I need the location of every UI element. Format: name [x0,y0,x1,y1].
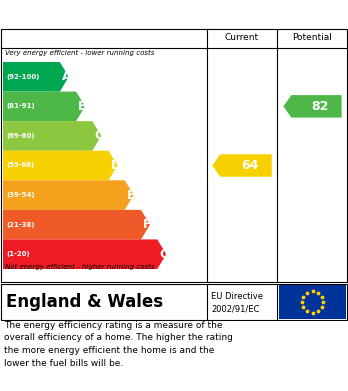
Text: D: D [111,159,121,172]
Text: G: G [159,248,169,261]
Polygon shape [212,154,272,177]
Polygon shape [3,210,150,239]
Text: E: E [127,188,135,202]
Text: Potential: Potential [293,34,332,43]
Text: (81-91): (81-91) [6,103,34,109]
Text: (55-68): (55-68) [6,163,34,169]
Text: England & Wales: England & Wales [6,293,163,311]
Text: Very energy efficient - lower running costs: Very energy efficient - lower running co… [5,50,155,56]
Text: C: C [94,129,103,142]
Text: The energy efficiency rating is a measure of the
overall efficiency of a home. T: The energy efficiency rating is a measur… [4,321,233,368]
Bar [279,285,346,319]
Polygon shape [3,239,166,269]
Text: (69-80): (69-80) [6,133,34,139]
Text: EU Directive: EU Directive [211,292,263,301]
Polygon shape [3,180,134,210]
Polygon shape [3,62,69,91]
Text: 64: 64 [241,159,258,172]
Text: B: B [78,100,88,113]
Text: (1-20): (1-20) [6,251,30,257]
Text: Energy Efficiency Rating: Energy Efficiency Rating [69,7,279,22]
Text: Current: Current [225,34,259,43]
Text: (21-38): (21-38) [6,222,34,228]
Polygon shape [3,91,85,121]
Polygon shape [3,151,118,180]
Text: A: A [62,70,71,83]
Text: Not energy efficient - higher running costs: Not energy efficient - higher running co… [5,264,155,270]
Polygon shape [283,95,342,118]
Text: F: F [143,218,151,231]
Text: 82: 82 [311,100,329,113]
Text: (92-100): (92-100) [6,74,39,80]
Polygon shape [3,121,101,151]
Text: 2002/91/EC: 2002/91/EC [211,304,259,313]
Text: (39-54): (39-54) [6,192,34,198]
